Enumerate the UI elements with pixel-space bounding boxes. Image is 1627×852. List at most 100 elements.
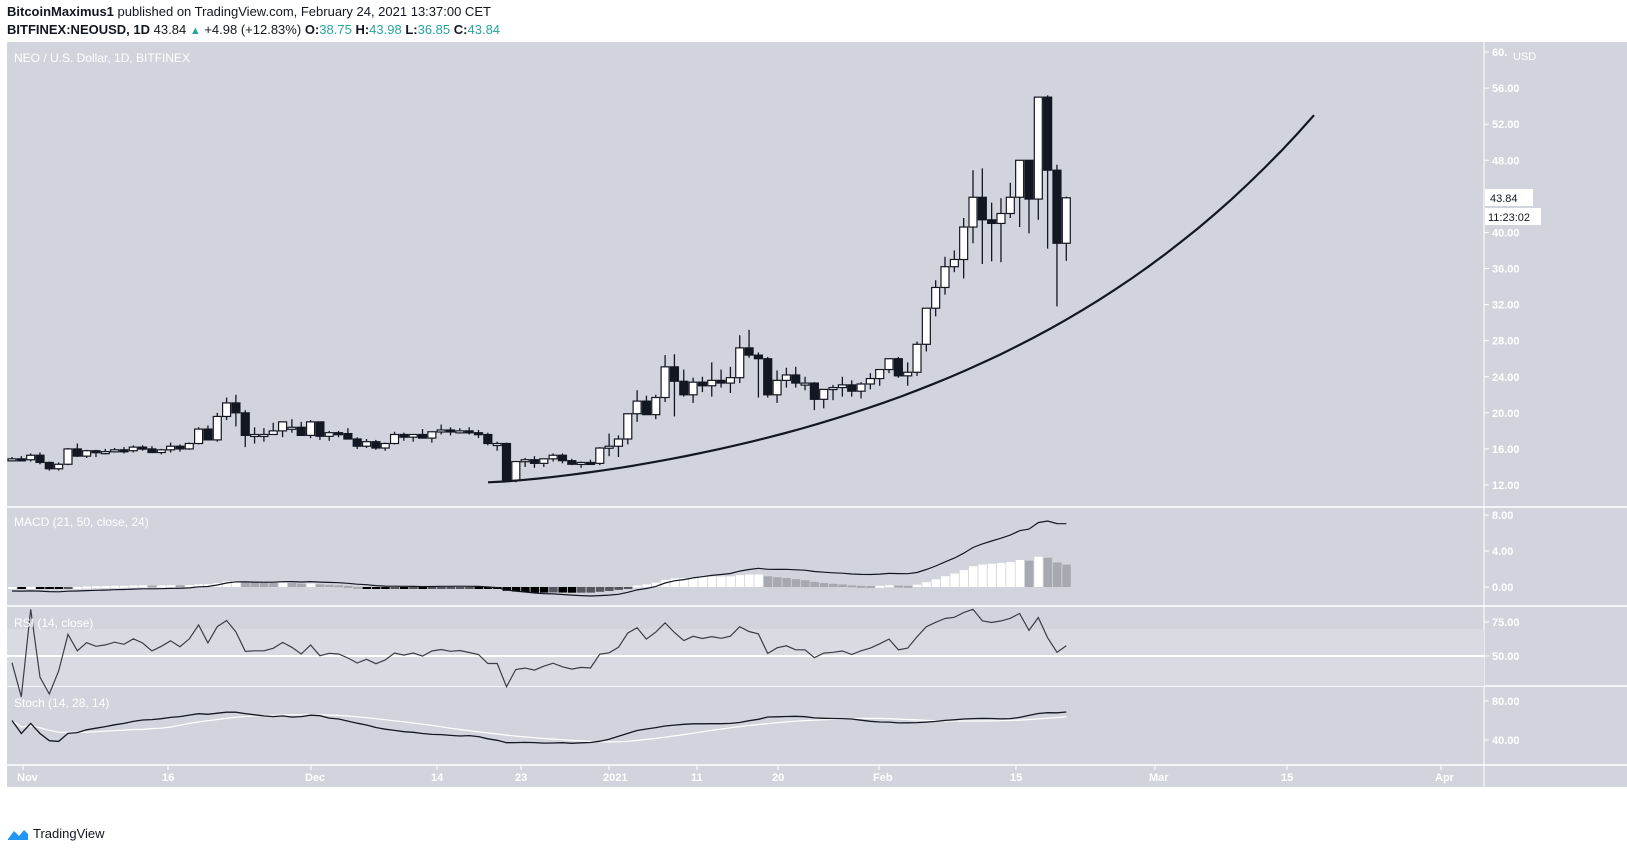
- candle-body: [1043, 96, 1053, 171]
- time-tick-label: 20: [772, 772, 784, 784]
- axis-tick-label: 36.00: [1492, 264, 1520, 276]
- macd-bar: [903, 585, 913, 588]
- macd-bar: [390, 587, 400, 589]
- macd-bar: [381, 587, 390, 589]
- macd-bar: [147, 585, 157, 588]
- countdown-marker: [1485, 208, 1541, 225]
- candle-body: [408, 433, 418, 438]
- macd-bar: [73, 586, 82, 589]
- macd-bar: [838, 584, 847, 587]
- macd-bar: [157, 585, 166, 588]
- candle-body: [184, 442, 194, 450]
- macd-histogram: [8, 556, 1071, 593]
- candle-body: [641, 400, 652, 416]
- macd-bar: [614, 587, 623, 590]
- price-axis[interactable]: 60. 56.00 52.00 48.00 40.00 36.00 32.00 28.00 24…: [1484, 47, 1520, 492]
- time-tick-label: 23: [515, 772, 527, 784]
- macd-bar: [483, 587, 493, 589]
- macd-line: [11, 520, 1067, 597]
- rsi-band: [7, 629, 1484, 686]
- macd-bar: [670, 578, 679, 587]
- macd-bar: [996, 563, 1006, 587]
- candle-body: [110, 449, 120, 453]
- axis-tick-label: 50.00: [1492, 651, 1520, 663]
- macd-bar: [726, 576, 735, 587]
- macd-bar: [968, 566, 978, 587]
- candle-body: [54, 463, 64, 470]
- candle-body: [632, 400, 642, 415]
- axis-tick-label: 20.00: [1492, 408, 1520, 420]
- candle-body: [977, 196, 987, 221]
- axis-tick-label: 4.00: [1492, 546, 1513, 558]
- macd-bar: [250, 582, 260, 587]
- macd-bar: [717, 576, 726, 587]
- candle-body: [931, 286, 941, 309]
- macd-bar: [829, 583, 838, 587]
- time-tick-label: 16: [162, 772, 174, 784]
- macd-bar: [539, 587, 549, 593]
- candle-body: [147, 448, 157, 454]
- candle-body: [949, 258, 959, 268]
- macd-bar: [511, 587, 521, 592]
- candle-body: [865, 377, 875, 385]
- author-name[interactable]: BitcoinMaximus1: [7, 4, 114, 19]
- macd-bar: [194, 584, 204, 587]
- candle-body: [744, 347, 754, 356]
- macd-bar: [866, 586, 875, 589]
- candle-body: [268, 430, 278, 436]
- tradingview-footer[interactable]: TradingView: [7, 826, 105, 841]
- candle-body: [427, 431, 437, 439]
- candle-body: [455, 430, 465, 434]
- stoch-axis[interactable]: 80.00 40.00: [1484, 696, 1520, 747]
- candle-body: [623, 413, 633, 440]
- macd-axis[interactable]: 8.00 4.00 0.00: [1484, 510, 1513, 594]
- macd-bar: [978, 564, 987, 587]
- macd-bar: [894, 585, 903, 588]
- candle-body: [277, 421, 288, 432]
- candle-body: [809, 382, 819, 400]
- candle-body: [343, 432, 353, 440]
- macd-bar: [987, 563, 997, 587]
- axis-tick-label: 32.00: [1492, 300, 1520, 312]
- candle-body: [585, 461, 596, 466]
- macd-bar: [465, 587, 474, 589]
- macd-bar: [129, 585, 138, 588]
- macd-bar: [26, 586, 36, 589]
- macd-bar: [119, 585, 129, 588]
- macd-bar: [259, 582, 269, 587]
- candle-body: [557, 454, 568, 462]
- candle-body: [464, 430, 474, 434]
- macd-bar: [17, 587, 26, 589]
- time-tick-label: Dec: [305, 772, 325, 784]
- chart-canvas[interactable]: NEO / U.S. Dollar, 1D, BITFINEX USD MACD…: [7, 42, 1627, 787]
- time-axis[interactable]: Nov 16 Dec 14 23 2021 11 20 Feb 15 Mar 15 Apr: [17, 765, 1455, 784]
- macd-bar: [577, 587, 586, 593]
- time-tick-label: 14: [431, 772, 444, 784]
- macd-bar: [586, 587, 595, 593]
- candle-body: [595, 447, 605, 464]
- macd-bar: [1062, 564, 1071, 587]
- macd-bar: [707, 576, 717, 587]
- candle-body: [772, 379, 782, 396]
- macd-bar: [427, 587, 437, 589]
- macd-bar: [847, 585, 857, 588]
- macd-bar: [950, 573, 959, 587]
- candle-body: [445, 429, 456, 433]
- candle-body: [1061, 197, 1071, 244]
- candle-body: [194, 428, 204, 445]
- publish-text: published on TradingView.com, February 2…: [117, 4, 491, 19]
- chart-area[interactable]: NEO / U.S. Dollar, 1D, BITFINEX USD MACD…: [7, 42, 1627, 787]
- macd-bar: [819, 582, 829, 587]
- axis-tick-label: 56.00: [1492, 83, 1520, 95]
- candle-body: [567, 460, 577, 465]
- candle-body: [875, 368, 885, 380]
- macd-bar: [941, 576, 950, 587]
- rsi-axis[interactable]: 75.00 50.00: [1484, 617, 1520, 663]
- axis-tick-label: 12.00: [1492, 480, 1520, 492]
- open-value: 38.75: [319, 22, 352, 37]
- candle-body: [940, 266, 950, 289]
- up-triangle-icon: ▲: [189, 25, 201, 37]
- macd-bar: [101, 586, 110, 589]
- macd-bar: [633, 585, 642, 588]
- candle-body: [501, 442, 512, 482]
